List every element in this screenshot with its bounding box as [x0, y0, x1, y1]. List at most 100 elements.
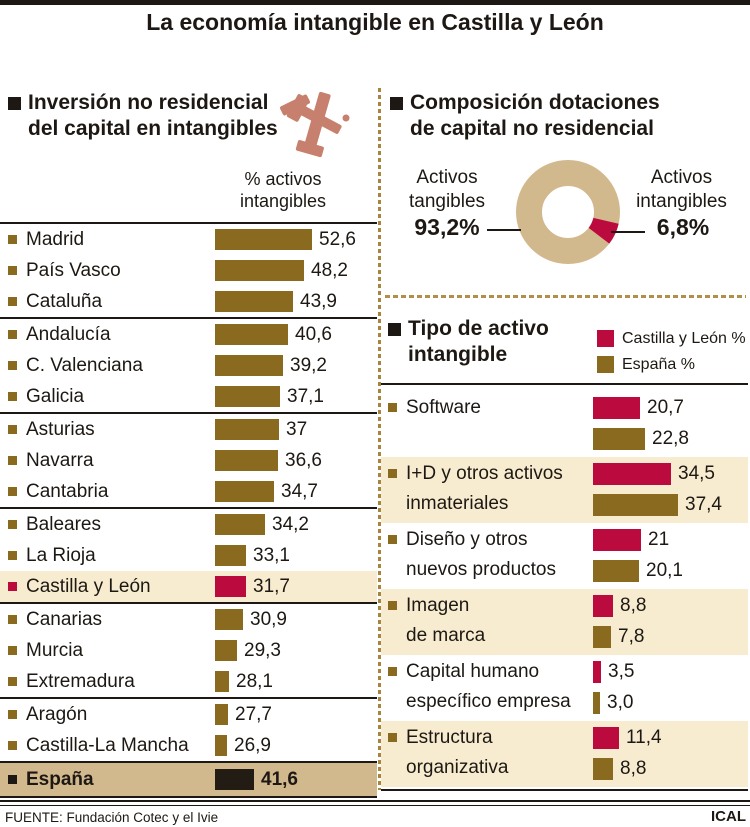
- region-value: 40,6: [295, 324, 332, 345]
- region-label: Aragón: [26, 704, 88, 725]
- row-bullet-icon: [8, 487, 17, 496]
- region-row-andalucia: Andalucía 40,6: [0, 319, 377, 350]
- espana-bar: [593, 428, 645, 450]
- espana-value: 20,1: [646, 560, 683, 581]
- row-bullet-icon: [8, 456, 17, 465]
- donut-chart: [516, 160, 620, 264]
- region-row-pais-vasco: País Vasco 48,2: [0, 255, 377, 286]
- row-bullet-icon: [8, 551, 17, 560]
- castilla-value: 3,5: [608, 661, 635, 682]
- espana-value: 8,8: [620, 758, 647, 779]
- left-panel-heading: Inversión no residencial del capital en …: [28, 90, 278, 142]
- region-label: España: [26, 769, 94, 790]
- region-bar: [215, 386, 280, 407]
- page-title: La economía intangible en Castilla y Leó…: [146, 9, 604, 35]
- region-bar: [215, 576, 246, 597]
- tipo-label-line: organizativa: [406, 757, 509, 778]
- region-row-cantabria: Cantabria 34,7: [0, 476, 377, 507]
- region-bar: [215, 481, 274, 502]
- region-label: Asturias: [26, 419, 95, 440]
- castilla-value: 34,5: [678, 463, 715, 484]
- axis-note-line2: intangibles: [239, 191, 327, 211]
- donut-tangibles-ring: [516, 160, 620, 264]
- group-divider: [0, 602, 377, 604]
- legend-espana-swatch-icon: [597, 356, 614, 373]
- region-value: 48,2: [311, 260, 348, 281]
- region-bar: [215, 229, 312, 250]
- intangibles-label-line2: intangibles: [636, 191, 727, 212]
- region-row-castilla-y-leon: Castilla y León 31,7: [0, 571, 377, 602]
- row-bullet-icon: [8, 266, 17, 275]
- region-value: 36,6: [285, 450, 322, 471]
- donut-heading-line1: Composición dotaciones: [410, 91, 660, 114]
- castilla-value: 8,8: [620, 595, 647, 616]
- castilla-bar: [593, 727, 619, 749]
- region-row-canarias: Canarias 30,9: [0, 604, 377, 635]
- espana-value: 3,0: [607, 692, 634, 713]
- region-label: Baleares: [26, 514, 101, 535]
- row-bullet-icon: [388, 469, 397, 478]
- legend-castilla-label: Castilla y León %: [622, 330, 746, 347]
- castilla-value: 20,7: [647, 397, 684, 418]
- region-label: C. Valenciana: [26, 355, 143, 376]
- region-value: 27,7: [235, 704, 272, 725]
- row-bullet-icon: [8, 582, 17, 591]
- row-bullet-icon: [8, 330, 17, 339]
- region-row-extremadura: Extremadura 28,1: [0, 666, 377, 697]
- tangibles-label-line2: tangibles: [408, 191, 486, 212]
- region-bar: [215, 704, 228, 725]
- region-value: 33,1: [253, 545, 290, 566]
- castilla-bar: [593, 529, 641, 551]
- region-bar: [215, 419, 279, 440]
- region-label: Andalucía: [26, 324, 111, 345]
- tipo-panel-heading: Tipo de activo intangible: [408, 316, 549, 368]
- castilla-bar: [593, 463, 671, 485]
- region-label: País Vasco: [26, 260, 121, 281]
- espana-value: 37,4: [685, 494, 722, 515]
- region-row-c-valenciana: C. Valenciana 39,2: [0, 350, 377, 381]
- castilla-bar: [593, 661, 601, 683]
- region-bar: [215, 291, 293, 312]
- region-label: Castilla-La Mancha: [26, 735, 189, 756]
- group-divider: [0, 507, 377, 509]
- tipo-label: Diseño y otros nuevos productos: [406, 525, 556, 585]
- donut-panel-heading: Composición dotaciones de capital no res…: [410, 90, 660, 142]
- tipo-heading-line2: intangible: [408, 343, 508, 366]
- left-heading-line2: del capital en intangibles: [28, 117, 278, 140]
- region-label: Cataluña: [26, 291, 103, 312]
- region-value: 52,6: [319, 229, 356, 250]
- credit-text: ICAL: [711, 808, 746, 825]
- tipo-bar-chart: Software 20,7 22,8 I+D y otros activos inmat…: [381, 391, 748, 787]
- castilla-value: 11,4: [626, 727, 662, 748]
- axis-note-line1: % activos: [244, 169, 322, 189]
- region-row-cataluna: Cataluña 43,9: [0, 286, 377, 317]
- region-label: Extremadura: [26, 671, 135, 692]
- tipo-label-line: Diseño y otros: [406, 529, 528, 550]
- tipo-item-imagen-de-marca: Imagen de marca 8,8 7,8: [381, 589, 748, 655]
- tipo-heading-underline: [381, 383, 748, 385]
- region-value: 43,9: [300, 291, 337, 312]
- tangibles-label-line1: Activos: [416, 167, 478, 188]
- tipo-label: Imagen de marca: [406, 591, 485, 651]
- region-bar: [215, 609, 243, 630]
- region-row-murcia: Murcia 29,3: [0, 635, 377, 666]
- castilla-bar: [593, 595, 613, 617]
- row-bullet-icon: [388, 535, 397, 544]
- axis-note: % activos intangibles: [193, 168, 373, 212]
- region-label: Madrid: [26, 229, 85, 250]
- region-label: Cantabria: [26, 481, 109, 502]
- source-text: FUENTE: Fundación Cotec y el Ivie: [5, 810, 219, 825]
- region-label: Navarra: [26, 450, 94, 471]
- tipo-item-estructura-organizativa: Estructura organizativa 11,4 8,8: [381, 721, 748, 787]
- tipo-label-line: Software: [406, 397, 481, 418]
- region-label: Canarias: [26, 609, 103, 630]
- intangibles-label: Activos intangibles: [615, 166, 748, 214]
- row-bullet-icon: [8, 235, 17, 244]
- horizontal-dotted-divider: [385, 295, 746, 298]
- row-bullet-icon: [388, 403, 397, 412]
- footer-rule-thick: [0, 800, 750, 802]
- region-value: 28,1: [236, 671, 273, 692]
- tipo-item-diseno-y-otros-nuevos-productos: Diseño y otros nuevos productos 21 20,1: [381, 523, 748, 589]
- row-bullet-icon: [8, 425, 17, 434]
- tipo-label-line: Capital humano: [406, 661, 540, 682]
